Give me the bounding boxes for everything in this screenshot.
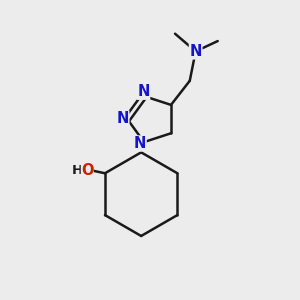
Text: N: N	[190, 44, 202, 59]
Text: O: O	[81, 163, 94, 178]
Text: N: N	[116, 111, 129, 126]
Text: N: N	[137, 84, 150, 99]
Text: N: N	[134, 136, 146, 151]
Text: H: H	[72, 164, 83, 177]
